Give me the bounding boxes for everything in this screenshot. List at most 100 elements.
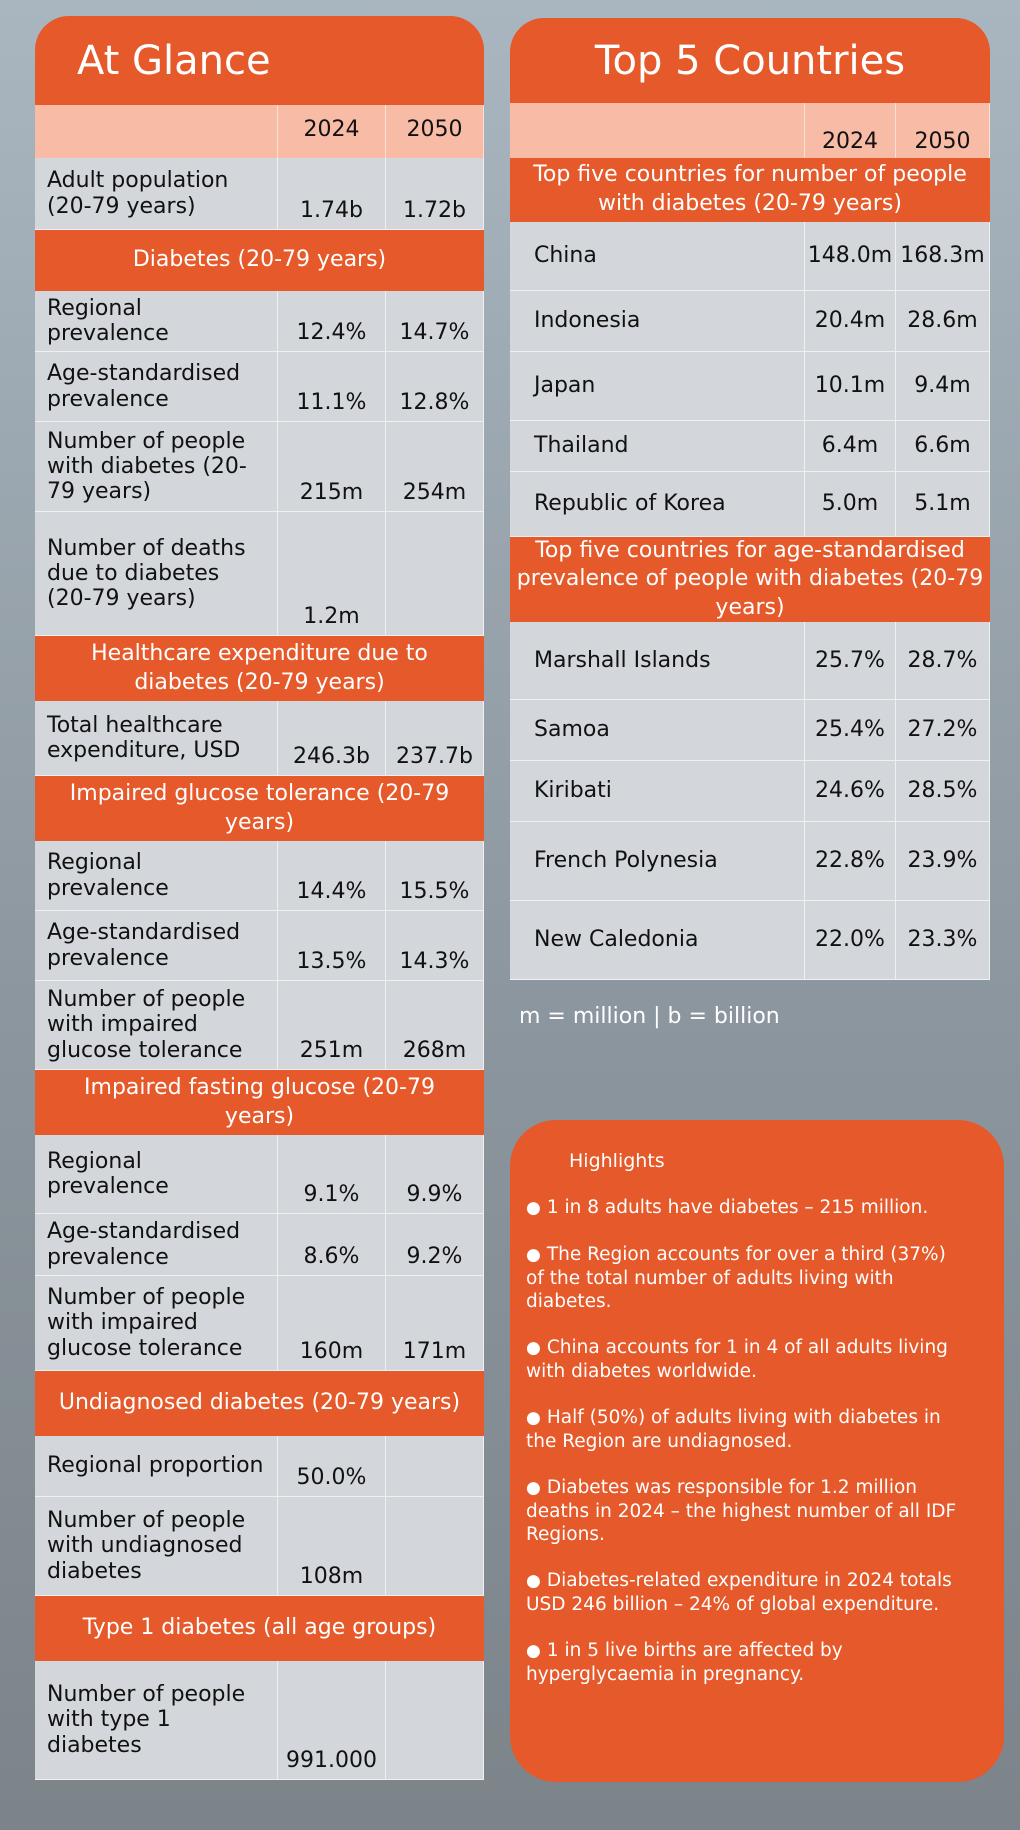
value-cell: 14.7% (386, 291, 484, 352)
value-cell: 15.5% (386, 841, 484, 911)
row-label: Kiribati (510, 761, 805, 822)
highlight-item: ● 1 in 5 live births are affected by hype… (526, 1639, 964, 1686)
section-title: Healthcare expenditure due to diabetes (… (35, 636, 484, 701)
value-cell: 254m (386, 422, 484, 512)
value-cell: 27.2% (896, 700, 990, 761)
value-cell: 171m (386, 1276, 484, 1371)
row-label: Samoa (510, 700, 805, 761)
highlight-item: ● China accounts for 1 in 4 of all adults… (526, 1336, 964, 1383)
value-cell (386, 512, 484, 636)
highlight-text: Half (50%) of adults living with diabete… (526, 1407, 941, 1452)
value-cell: 25.4% (805, 700, 896, 761)
column-header: 2024 (805, 103, 896, 158)
section-title: Diabetes (20-79 years) (35, 230, 484, 291)
value-cell: 108m (278, 1497, 386, 1596)
value-cell: 1.72b (386, 158, 484, 230)
value-cell: 14.4% (278, 841, 386, 911)
row-label: Regional prevalence (35, 1135, 278, 1214)
value-cell: 25.7% (805, 622, 896, 700)
value-cell: 1.74b (278, 158, 386, 230)
bullet: ● (526, 1478, 541, 1498)
row-label: Japan (510, 352, 805, 421)
value-cell (386, 1661, 484, 1780)
value-cell: 13.5% (278, 911, 386, 981)
panel-title: At Glance (35, 16, 484, 105)
row-label: Number of deaths due to diabetes (20-79 … (35, 512, 278, 636)
row-label: Adult population (20-79 years) (35, 158, 278, 230)
highlight-item: ● The Region accounts for over a third (3… (526, 1243, 964, 1313)
value-cell: 28.6m (896, 291, 990, 352)
value-cell: 9.4m (896, 352, 990, 421)
highlight-text: 1 in 8 adults have diabetes – 215 millio… (546, 1197, 929, 1218)
section-title: Type 1 diabetes (all age groups) (35, 1596, 484, 1661)
highlight-text: 1 in 5 live births are affected by hyper… (526, 1640, 843, 1685)
value-cell: 9.9% (386, 1135, 484, 1214)
row-label: Number of people with undiagnosed diabet… (35, 1497, 278, 1596)
row-label: Number of people with impaired glucose t… (35, 1276, 278, 1371)
row-label: Thailand (510, 421, 805, 472)
value-cell: 9.1% (278, 1135, 386, 1214)
row-label: French Polynesia (510, 822, 805, 901)
row-label: Regional prevalence (35, 841, 278, 911)
row-label: Number of people with diabetes (20-79 ye… (35, 422, 278, 512)
value-cell: 237.7b (386, 701, 484, 776)
highlight-text: Diabetes-related expenditure in 2024 tot… (526, 1570, 952, 1615)
value-cell: 10.1m (805, 352, 896, 421)
section-title: Impaired fasting glucose (20-79 years) (35, 1070, 484, 1135)
column-header: 2024 (278, 105, 386, 158)
section-title: Top five countries for number of people … (510, 158, 990, 222)
row-label: Total healthcare expenditure, USD (35, 701, 278, 776)
highlights-title: Highlights (569, 1150, 665, 1172)
panel-title: Top 5 Countries (510, 18, 990, 103)
value-cell: 24.6% (805, 761, 896, 822)
value-cell: 5.0m (805, 472, 896, 537)
section-title: Undiagnosed diabetes (20-79 years) (35, 1371, 484, 1436)
row-label: Regional proportion (35, 1436, 278, 1497)
value-cell: 20.4m (805, 291, 896, 352)
bullet: ● (526, 1641, 541, 1661)
value-cell: 50.0% (278, 1436, 386, 1497)
bullet: ● (526, 1245, 541, 1265)
header-cell (510, 103, 805, 158)
value-cell: 23.3% (896, 901, 990, 980)
row-label: Age-standardised prevalence (35, 1214, 278, 1276)
value-cell: 14.3% (386, 911, 484, 981)
value-cell: 268m (386, 981, 484, 1070)
section-title: Top five countries for age-standardised … (510, 537, 990, 622)
highlight-item: ● Half (50%) of adults living with diabet… (526, 1406, 964, 1453)
bullet: ● (526, 1198, 541, 1218)
value-cell: 22.0% (805, 901, 896, 980)
value-cell: 8.6% (278, 1214, 386, 1276)
value-cell: 12.4% (278, 291, 386, 352)
row-label: Number of people with impaired glucose t… (35, 981, 278, 1070)
value-cell: 251m (278, 981, 386, 1070)
row-label: Regional prevalence (35, 291, 278, 352)
units-note: m = million | b = billion (519, 1004, 780, 1029)
value-cell: 11.1% (278, 352, 386, 422)
value-cell: 28.7% (896, 622, 990, 700)
value-cell: 12.8% (386, 352, 484, 422)
value-cell: 22.8% (805, 822, 896, 901)
row-label: Republic of Korea (510, 472, 805, 537)
row-label: Marshall Islands (510, 622, 805, 700)
bullet: ● (526, 1338, 541, 1358)
highlight-text: China accounts for 1 in 4 of all adults … (526, 1337, 948, 1382)
row-label: Number of people with type 1 diabetes (35, 1661, 278, 1780)
row-label: Indonesia (510, 291, 805, 352)
value-cell: 991.000 (278, 1661, 386, 1780)
value-cell: 6.4m (805, 421, 896, 472)
highlight-text: Diabetes was responsible for 1.2 million… (526, 1477, 957, 1545)
highlight-item: ● Diabetes-related expenditure in 2024 to… (526, 1569, 964, 1616)
value-cell (386, 1497, 484, 1596)
header-cell (35, 105, 278, 158)
value-cell: 5.1m (896, 472, 990, 537)
row-label: China (510, 222, 805, 291)
value-cell: 168.3m (896, 222, 990, 291)
column-header: 2050 (386, 105, 484, 158)
value-cell: 215m (278, 422, 386, 512)
column-header: 2050 (896, 103, 990, 158)
row-label: Age-standardised prevalence (35, 352, 278, 422)
row-label: New Caledonia (510, 901, 805, 980)
value-cell: 9.2% (386, 1214, 484, 1276)
